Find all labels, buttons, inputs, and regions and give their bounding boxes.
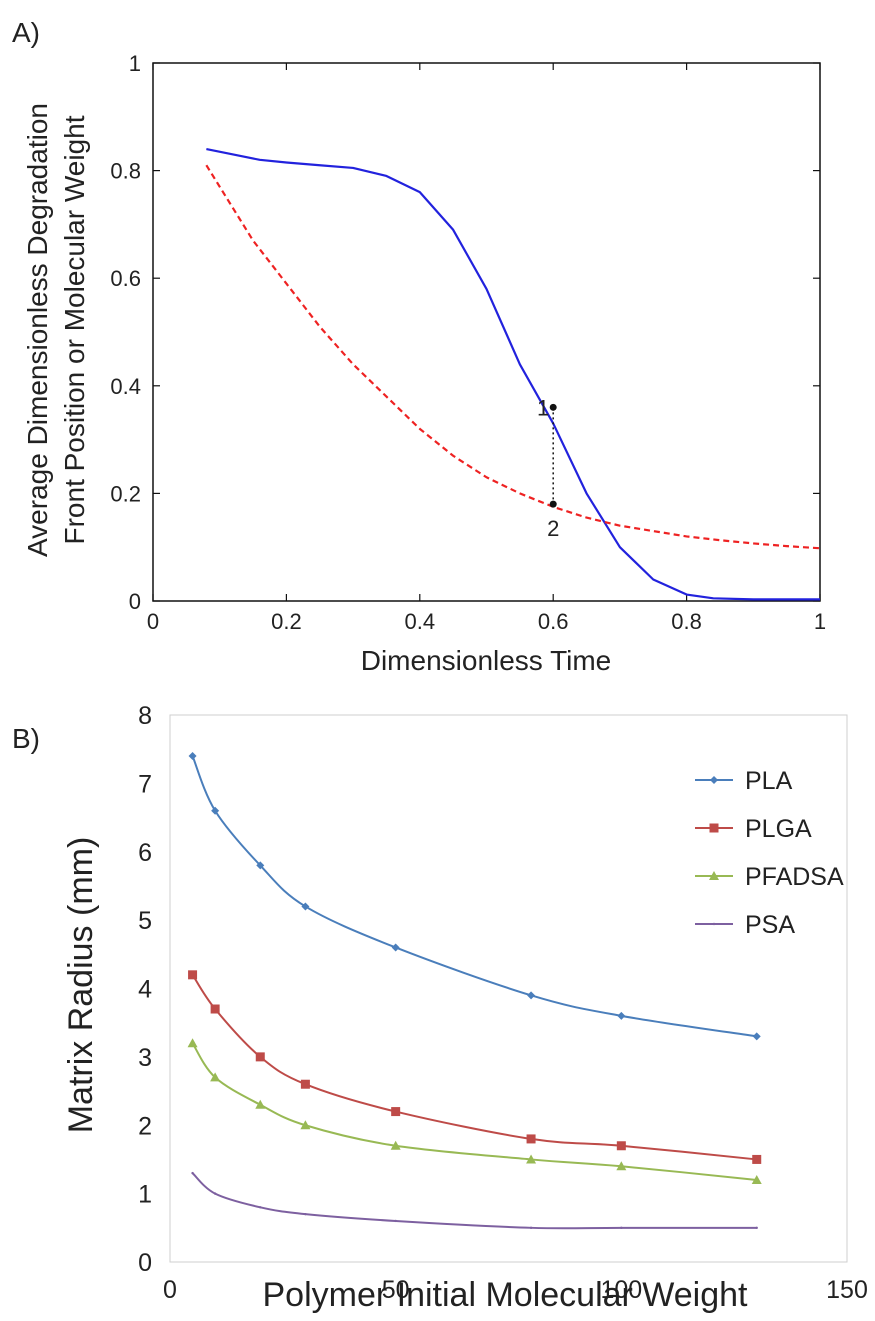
chart-b-point-psa bbox=[529, 1226, 533, 1230]
chart-a-annotation-point bbox=[549, 403, 557, 411]
legend-marker-plga bbox=[709, 823, 719, 833]
chart-b-point-plga bbox=[188, 970, 198, 980]
chart-a-y-axis-label-line1: Average Dimensionless Degradation bbox=[22, 103, 53, 557]
chart-b-point-pla bbox=[256, 861, 265, 870]
chart-b-point-pla bbox=[211, 806, 220, 815]
chart-b-y-tick-label: 5 bbox=[138, 907, 152, 935]
legend-marker-psa bbox=[712, 922, 716, 926]
chart-b-point-pfadsa bbox=[751, 1174, 762, 1184]
chart-b-point-plga bbox=[391, 1107, 401, 1117]
chart-b-point-pfadsa bbox=[390, 1140, 401, 1150]
chart-b-point-psa bbox=[394, 1219, 397, 1223]
chart-b-legend: PLA PLGA PFADSA PSA bbox=[695, 767, 844, 939]
chart-b-x-tick-label: 50 bbox=[382, 1276, 410, 1304]
panel-b-label: B) bbox=[12, 723, 40, 754]
chart-b-point-pla bbox=[527, 991, 536, 1000]
chart-b-y-tick-label: 7 bbox=[138, 770, 152, 798]
chart-a-y-tick-label: 0.2 bbox=[110, 481, 141, 506]
legend-label-plga: PLGA bbox=[745, 815, 812, 843]
chart-b-point-pfadsa bbox=[210, 1072, 221, 1082]
chart-a-y-tick-label: 0.6 bbox=[110, 266, 141, 291]
chart-a-y-tick-label: 0.4 bbox=[110, 374, 141, 399]
chart-b-point-plga bbox=[255, 1052, 265, 1062]
chart-a-x-tick-label: 1 bbox=[814, 609, 826, 634]
chart-a: A) 0 0.2 0.4 0.6 0.8 1 0 0.2 0.4 0.6 0.8 1 1 2 Dimen… bbox=[12, 17, 826, 676]
panel-a-label: A) bbox=[12, 17, 40, 48]
chart-a-y-tick-label: 0.8 bbox=[110, 159, 141, 184]
chart-a-plot-area bbox=[152, 62, 821, 602]
chart-b-y-tick-label: 2 bbox=[138, 1112, 152, 1140]
legend-marker-pfadsa bbox=[709, 871, 719, 880]
chart-a-annotation-label: 2 bbox=[547, 516, 559, 541]
legend-marker-pla bbox=[710, 776, 718, 784]
chart-b-point-plga bbox=[210, 1004, 220, 1014]
chart-a-series-line-dashed bbox=[205, 164, 821, 550]
chart-b-point-psa bbox=[755, 1226, 758, 1230]
chart-a-x-tick-label: 0 bbox=[147, 609, 159, 634]
chart-a-series-line-solid bbox=[206, 148, 820, 601]
chart-b-point-pfadsa bbox=[526, 1154, 537, 1164]
chart-a-x-tick-label: 0.6 bbox=[538, 609, 569, 634]
chart-b-point-plga bbox=[616, 1141, 626, 1151]
chart-b: B) 0 1 2 3 4 5 6 7 8 0 50 100 150 PLA PLGA PFADSA PSA P… bbox=[12, 702, 868, 1314]
chart-b-point-pla bbox=[391, 943, 400, 952]
legend-label-pla: PLA bbox=[745, 767, 793, 795]
chart-a-x-axis-label: Dimensionless Time bbox=[361, 645, 612, 676]
chart-b-point-plga bbox=[526, 1134, 536, 1144]
chart-b-point-pfadsa bbox=[255, 1099, 266, 1109]
chart-b-point-pla bbox=[752, 1032, 761, 1041]
chart-a-y-axis-label-line2: Front Position or Molecular Weight bbox=[59, 115, 90, 544]
chart-b-y-axis-label: Matrix Radius (mm) bbox=[62, 837, 100, 1134]
chart-b-x-axis-label: Polymer Initial Molecular Weight bbox=[263, 1276, 749, 1314]
chart-b-x-tick-label: 0 bbox=[163, 1276, 177, 1304]
chart-b-point-psa bbox=[259, 1206, 262, 1209]
chart-b-point-pla bbox=[188, 752, 197, 761]
chart-b-y-tick-label: 8 bbox=[138, 702, 152, 730]
chart-b-point-psa bbox=[304, 1212, 307, 1216]
chart-b-point-pla bbox=[617, 1011, 626, 1020]
chart-b-y-tick-label: 0 bbox=[138, 1249, 152, 1277]
chart-b-point-pfadsa bbox=[187, 1038, 198, 1048]
chart-a-x-tick-label: 0.2 bbox=[271, 609, 302, 634]
legend-label-psa: PSA bbox=[745, 911, 795, 939]
legend-label-pfadsa: PFADSA bbox=[745, 863, 844, 891]
chart-b-point-plga bbox=[300, 1079, 310, 1089]
chart-b-point-pfadsa bbox=[300, 1120, 311, 1130]
chart-b-y-tick-label: 6 bbox=[138, 839, 152, 867]
chart-a-y-tick-label: 0 bbox=[129, 589, 141, 614]
chart-b-point-plga bbox=[752, 1154, 762, 1164]
chart-b-y-tick-label: 4 bbox=[138, 976, 152, 1004]
chart-b-point-psa bbox=[191, 1171, 194, 1175]
chart-a-y-tick-label: 1 bbox=[129, 51, 141, 76]
chart-b-y-tick-label: 1 bbox=[138, 1181, 152, 1209]
chart-b-point-pfadsa bbox=[616, 1161, 627, 1171]
chart-b-y-tick-label: 3 bbox=[138, 1044, 152, 1072]
chart-a-x-tick-label: 0.4 bbox=[405, 609, 436, 634]
chart-b-point-pla bbox=[301, 902, 310, 911]
chart-a-x-tick-label: 0.8 bbox=[671, 609, 702, 634]
chart-b-point-psa bbox=[620, 1226, 623, 1230]
chart-b-x-tick-label: 150 bbox=[826, 1276, 868, 1304]
chart-a-annotation-label: 1 bbox=[537, 395, 549, 420]
chart-a-annotation-point bbox=[549, 500, 557, 508]
chart-b-point-psa bbox=[213, 1192, 217, 1195]
chart-b-x-tick-label: 100 bbox=[600, 1276, 642, 1304]
